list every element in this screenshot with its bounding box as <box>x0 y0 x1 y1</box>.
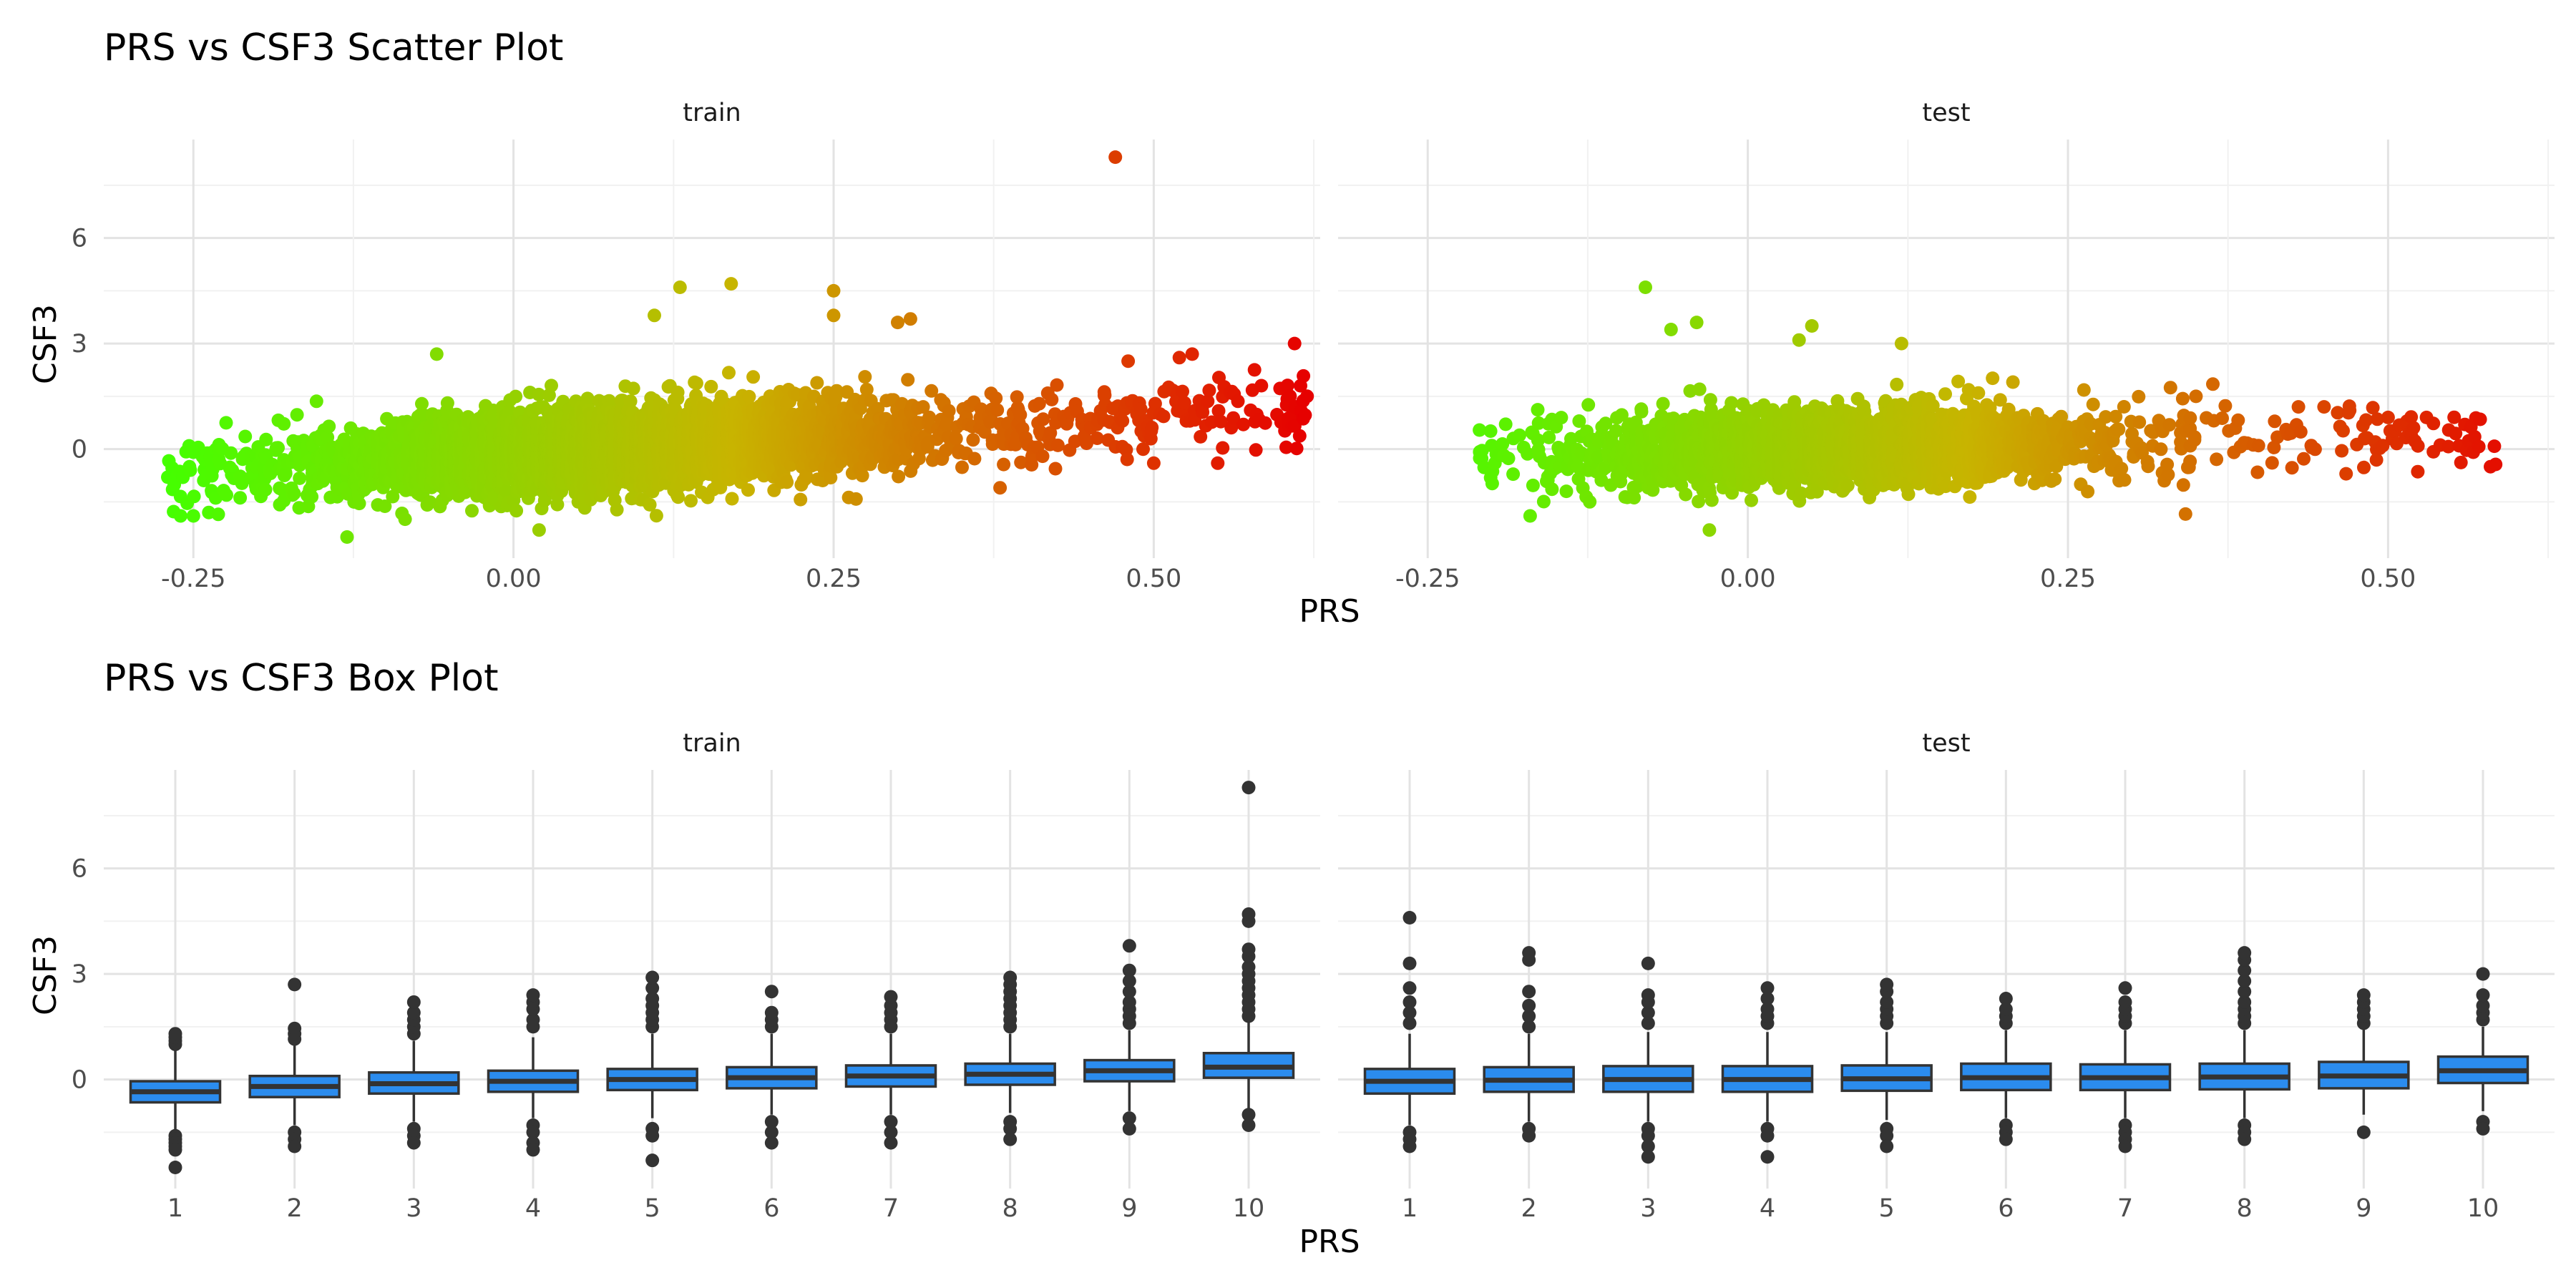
scatter-point <box>849 492 863 506</box>
scatter-point <box>724 277 738 291</box>
scatter-point <box>219 416 233 430</box>
scatter-point <box>183 463 197 477</box>
scatter-point <box>277 416 291 431</box>
scatter-point <box>259 432 273 447</box>
scatter-point <box>238 429 253 444</box>
scatter-point <box>509 504 524 518</box>
scatter-y-tick-label: 0 <box>72 436 87 464</box>
scatter-point <box>901 373 915 387</box>
scatter-x-tick-label: -0.25 <box>161 565 226 593</box>
scatter-point <box>545 379 558 393</box>
scatter-point <box>610 502 624 517</box>
scatter-point <box>287 487 301 501</box>
scatter-point <box>309 394 323 409</box>
scatter-point <box>305 489 319 504</box>
scatter-strip-test: test <box>1922 99 1970 127</box>
scatter-point <box>780 475 794 489</box>
scatter-point <box>903 312 917 326</box>
scatter-point <box>891 316 904 330</box>
scatter-point <box>458 485 472 499</box>
scatter-point <box>648 308 661 323</box>
scatter-point <box>626 381 640 396</box>
scatter-point <box>810 376 824 390</box>
scatter-point <box>173 509 187 523</box>
scatter-point <box>322 419 336 434</box>
scatter-point <box>826 283 841 298</box>
scatter-point <box>186 509 200 523</box>
scatter-y-tick-label: 6 <box>72 225 87 253</box>
scatter-point <box>258 482 273 497</box>
scatter-point <box>465 504 479 518</box>
scatter-point <box>233 491 248 505</box>
scatter-point <box>211 507 225 522</box>
scatter-point <box>725 492 739 506</box>
scatter-point <box>532 523 546 537</box>
scatter-point <box>415 396 429 411</box>
scatter-point <box>746 370 761 384</box>
scatter-point <box>398 512 412 527</box>
scatter-point <box>220 488 233 502</box>
scatter-point <box>722 366 736 380</box>
scatter-point <box>340 530 354 544</box>
scatter-point <box>290 408 304 422</box>
scatter-plot-title: PRS vs CSF3 Scatter Plot <box>104 26 563 69</box>
scatter-point <box>649 509 663 523</box>
scatter-point <box>623 394 638 409</box>
scatter-panel-train: -0.25 0.00 0.25 0.50 0 3 6 <box>72 140 1320 593</box>
scatter-point <box>741 483 755 497</box>
scatter-plot: PRS vs CSF3 Scatter Plot train test -0.2… <box>27 26 2555 630</box>
scatter-point <box>858 370 872 384</box>
scatter-point <box>671 490 686 504</box>
scatter-x-tick-label: 0.50 <box>1126 565 1181 593</box>
scatter-point <box>224 446 238 460</box>
scatter-point <box>429 347 444 361</box>
scatter-strip-train: train <box>683 99 741 127</box>
scatter-y-tick-label: 3 <box>72 330 87 358</box>
scatter-point <box>550 497 565 512</box>
scatter-x-tick-label: 0.25 <box>806 565 862 593</box>
scatter-point <box>378 499 392 513</box>
scatter-point <box>794 492 808 507</box>
scatter-point <box>826 308 841 323</box>
scatter-point <box>673 280 687 294</box>
scatter-point <box>509 389 523 404</box>
scatter-point <box>704 379 718 394</box>
scatter-point <box>670 385 685 399</box>
scatter-point <box>352 497 366 511</box>
scatter-point <box>440 396 454 410</box>
scatter-point <box>271 441 285 455</box>
scatter-point <box>689 376 703 391</box>
scatter-x-tick-label: 0.00 <box>486 565 542 593</box>
scatter-point <box>187 489 201 504</box>
scatter-point <box>892 469 906 484</box>
scatter-point <box>293 471 307 485</box>
scatter-point <box>684 494 698 508</box>
